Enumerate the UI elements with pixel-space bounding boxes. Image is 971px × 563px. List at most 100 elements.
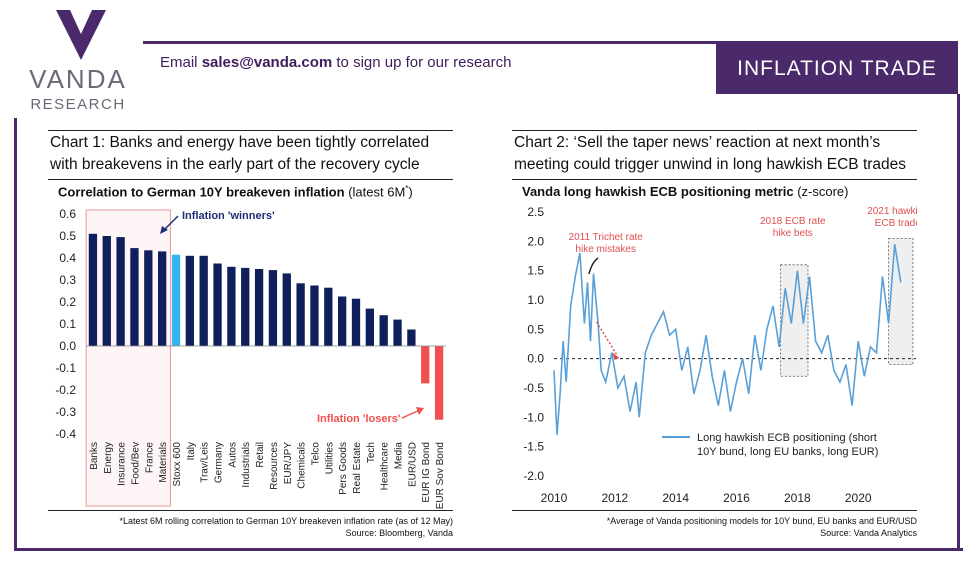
y-tick-label: 2.0 [527,234,544,248]
y-tick-label: -0.4 [55,427,76,441]
chart2-plot: 2.5 2.0 1.5 1.0 0.5 0.0 -0.5 -1.0 -1.5 -2.0 2010 20… [523,205,917,505]
chart1-title: Chart 1: Banks and energy have been tigh… [50,134,430,173]
chart2-footnote-1: *Average of Vanda positioning models for… [606,516,917,526]
y-tick-label: 2.5 [527,205,544,219]
bar [351,298,361,346]
x-tick-label: Italy [186,442,197,460]
x-tick-label: Media [394,442,405,470]
x-tick-label: Banks [89,442,100,470]
annotation-2018-line1: 2018 ECB rate [760,216,826,227]
x-tick-label: Tech [366,442,377,463]
x-tick-label: Retail [255,442,266,468]
losers-arrow [401,409,421,419]
chart1-subtitle: Correlation to German 10Y breakeven infl… [58,184,413,199]
content-frame [14,118,963,551]
x-tick-label: Healthcare [380,442,391,491]
highlight-box [85,209,171,507]
chart2-bottom-rule [512,510,917,511]
bar [199,255,208,346]
bar [379,315,388,346]
series-line [553,244,902,435]
losers-arrowhead [416,407,424,415]
email-suffix: to sign up for our research [332,54,512,71]
annotation-2021-line2: ECB trade [875,218,917,229]
annotation-2011-line1: 2011 Trichet rate [569,232,644,243]
x-tick-label: EUR/JPY [283,442,294,485]
bar [393,319,402,346]
bar [102,236,111,346]
chart1-footnote-1: *Latest 6M rolling correlation to German… [119,516,453,526]
chart2-title: Chart 2: ‘Sell the taper news’ reaction … [514,134,907,173]
annotation-2021-line1: 2021 hawkish [867,206,917,217]
chart1-subtitle-bold: Correlation to German 10Y breakeven infl… [58,184,345,200]
bar [88,233,98,346]
winners-arrow [163,215,179,231]
x-tick-label: Stoxx 600 [172,442,183,487]
bar [227,266,236,346]
y-tick-label: 0.6 [59,207,76,221]
x-tick-label: Trav/Leis [200,442,211,483]
bar [310,285,319,346]
chart2-footnote-2: Source: Vanda Analytics [820,528,917,538]
chart1-footnote: *Latest 6M rolling correlation to German… [119,515,453,539]
x-tick-label: France [144,442,155,474]
bar [185,255,194,346]
chart1-subtitle-end: ) [408,184,413,200]
chart2-top-rule [512,130,917,131]
bar [254,269,264,346]
x-tick-label: Autos [227,442,238,468]
frame-right-border [957,94,960,551]
x-tick-label: Industrials [241,442,252,488]
x-tick-label: Food/Bev [130,442,141,485]
section-banner: INFLATION TRADE [716,44,958,94]
bar [130,248,139,346]
bar [241,267,250,346]
bar [158,251,167,346]
x-tick-label: Pers Goods [338,442,349,495]
chart2-subtitle-bold: Vanda long hawkish ECB positioning metri… [522,184,794,199]
x-tick-label: Energy [103,442,114,474]
y-tick-label: 0.0 [527,352,544,366]
chart1-plot: 0.6 0.5 0.4 0.3 0.2 0.1 0.0 -0.1 -0.2 -0.3 -0.4 Ban… [55,207,446,509]
y-tick-label: 0.1 [59,317,76,331]
y-tick-label: -0.3 [55,405,76,419]
x-tick-label: 2014 [662,491,689,505]
chart1-footnote-2: Source: Bloomberg, Vanda [345,528,453,538]
annotation-losers: Inflation 'losers' [317,413,401,425]
email-cta: Email sales@vanda.com to sign up for our… [160,54,511,71]
bar [407,329,416,346]
annotation-2011-arrowhead [611,352,620,360]
chart2-subtitle: Vanda long hawkish ECB positioning metri… [522,184,849,199]
email-prefix: Email [160,54,202,71]
email-link[interactable]: sales@vanda.com [201,54,333,71]
highlight-2021 [888,238,914,365]
bar [282,273,291,346]
y-tick-label: -0.2 [55,383,76,397]
y-tick-label: 1.5 [527,264,544,278]
x-tick-label: EUR Sov Bond [435,442,446,509]
x-tick-label: Utilities [324,442,335,474]
bar [338,296,347,346]
chart1-panel: Chart 1: Banks and energy have been tigh… [48,130,453,540]
bar [421,346,430,384]
bar [324,287,333,346]
x-tick-label: 2018 [784,491,811,505]
annotation-2018-line2: hike bets [773,228,813,239]
y-tick-label: 0.0 [59,339,76,353]
x-tick-label: Chemicals [297,442,308,489]
vanda-logo: VANDA RESEARCH [29,10,125,113]
y-tick-label: 0.5 [59,229,76,243]
y-tick-label: 0.5 [527,322,544,336]
x-tick-label: 2010 [541,491,568,505]
x-tick-label: Resources [269,442,280,490]
y-tick-label: 0.2 [59,295,76,309]
y-tick-label: -2.0 [523,469,544,483]
bar [296,283,305,346]
x-tick-label: Germany [214,442,225,483]
x-tick-label: 2020 [845,491,872,505]
chart2-title-rule [512,179,917,180]
brand-sub: RESEARCH [30,96,125,113]
chart2-subtitle-rest: (z-score) [797,184,849,199]
x-tick-label: Telco [310,442,321,466]
x-tick-label: EUR/USD [407,442,418,487]
